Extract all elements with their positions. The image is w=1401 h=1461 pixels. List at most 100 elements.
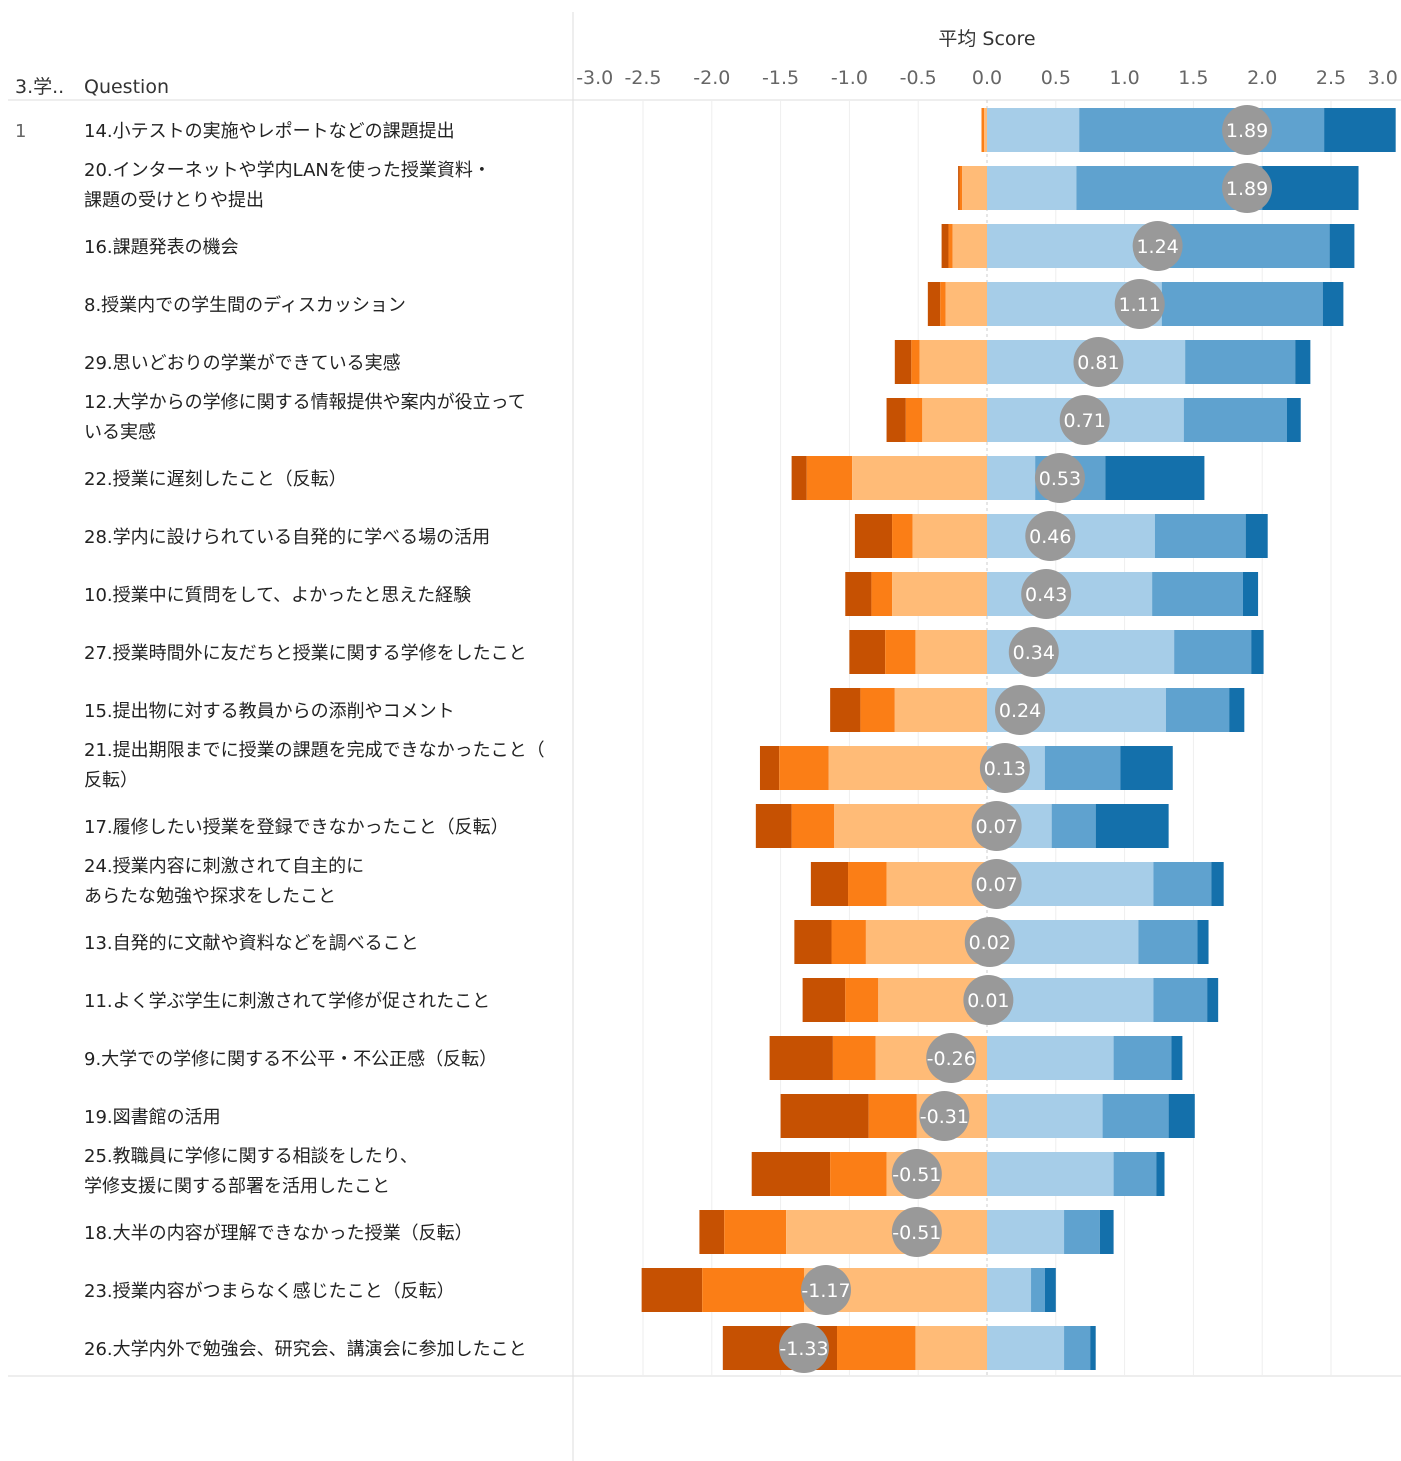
mean-score-label: 0.71 [1064, 410, 1106, 432]
bar-negative-segment [641, 1268, 703, 1312]
question-label: 課題の受けとりや提出 [84, 190, 264, 211]
mean-score-label: 0.13 [984, 758, 1026, 780]
bar-negative-segment [922, 398, 987, 442]
question-label: 12.大学からの学修に関する情報提供や案内が役立って [84, 392, 526, 413]
x-tick-label: -1.0 [831, 67, 868, 89]
bar-negative-segment [959, 166, 963, 210]
mean-score-bubble[interactable] [963, 975, 1014, 1025]
x-tick-label: -1.5 [762, 67, 799, 89]
bar-positive-segment [987, 1094, 1103, 1138]
header-group-label[interactable]: 3.学.. [15, 76, 64, 98]
mean-score-bubble[interactable] [964, 917, 1015, 967]
bar-negative-segment [832, 1036, 876, 1080]
bar-positive-segment [987, 1210, 1065, 1254]
bar-negative-segment [860, 688, 895, 732]
mean-score-bubble[interactable] [1132, 221, 1183, 271]
mean-score-bubble[interactable] [1114, 279, 1165, 329]
question-label: あらたな勉強や探求をしたこと [84, 886, 336, 907]
mean-score-bubble[interactable] [1008, 627, 1059, 677]
mean-score-bubble[interactable] [971, 859, 1022, 909]
bar-positive-segment [1324, 108, 1396, 152]
mean-score-label: 0.43 [1025, 584, 1067, 606]
bar-positive-segment [1171, 1036, 1183, 1080]
mean-score-label: 0.81 [1077, 352, 1119, 374]
bar-negative-segment [915, 630, 987, 674]
bar-negative-segment [892, 572, 987, 616]
x-axis-title: 平均 Score [938, 28, 1035, 50]
mean-score-bubble[interactable] [778, 1323, 829, 1373]
mean-score-bubble[interactable] [1222, 105, 1273, 155]
bar-negative-segment [945, 282, 987, 326]
bar-positive-segment [1044, 1268, 1056, 1312]
bar-positive-segment [1161, 282, 1323, 326]
mean-score-label: -1.17 [801, 1280, 850, 1302]
mean-score-bubble[interactable] [995, 685, 1046, 735]
x-tick-label: -2.5 [624, 67, 661, 89]
x-axis-ticks: -3.0 -2.5 -2.0 -1.5 -1.0 -0.5 0.0 0.5 1.0 1.5 2.0 2… [576, 67, 1398, 89]
bar-positive-segment [1113, 1036, 1172, 1080]
mean-score-bubble[interactable] [1021, 569, 1072, 619]
bar-positive-segment [1229, 688, 1245, 732]
question-label: 8.授業内での学生間のディスカッション [84, 295, 406, 316]
bar-positive-segment [1152, 572, 1243, 616]
bar-positive-segment [1102, 1094, 1169, 1138]
mean-score-bubble[interactable] [919, 1091, 970, 1141]
mean-score-label: 0.24 [999, 700, 1041, 722]
bar-negative-segment [868, 1094, 917, 1138]
question-label: 10.授業中に質問をして、よかったと思えた経験 [84, 585, 471, 606]
bar-positive-segment [1174, 630, 1252, 674]
bar-positive-segment [1156, 1152, 1165, 1196]
question-label: 13.自発的に文献や資料などを調べること [84, 933, 419, 954]
bar-negative-segment [894, 688, 987, 732]
bar-negative-segment [849, 630, 886, 674]
bar-positive-segment [1165, 688, 1230, 732]
mean-score-bubble[interactable] [891, 1149, 942, 1199]
x-tick-label: -0.5 [900, 67, 937, 89]
bar-positive-segment [987, 1152, 1114, 1196]
question-label: 11.よく学ぶ学生に刺激されて学修が促されたこと [84, 991, 490, 1012]
mean-score-bubble[interactable] [1034, 453, 1085, 503]
bar-negative-segment [751, 1152, 831, 1196]
mean-score-label: 1.24 [1136, 236, 1178, 258]
bar-negative-segment [940, 282, 946, 326]
bar-positive-segment [1095, 804, 1169, 848]
bar-positive-segment [987, 1036, 1114, 1080]
bar-positive-segment [987, 1268, 1032, 1312]
mean-score-bubble[interactable] [801, 1265, 852, 1315]
bar-negative-segment [962, 166, 987, 210]
mean-score-bubble[interactable] [926, 1033, 977, 1083]
bar-positive-segment [987, 108, 1080, 152]
mean-score-bubble[interactable] [971, 801, 1022, 851]
question-label: 14.小テストの実施やレポートなどの課題提出 [84, 121, 455, 142]
bar-negative-segment [941, 224, 949, 268]
mean-score-bubble[interactable] [1222, 163, 1273, 213]
bar-positive-segment [1064, 1326, 1091, 1370]
question-label: 反転） [84, 770, 138, 791]
bar-positive-segment [1031, 1268, 1045, 1312]
mean-score-bubble[interactable] [1025, 511, 1076, 561]
x-tick-label: -2.0 [693, 67, 730, 89]
bar-negative-segment [831, 920, 866, 964]
header-question-label[interactable]: Question [84, 76, 169, 98]
bar-negative-segment [871, 572, 893, 616]
question-label: 18.大半の内容が理解できなかった授業（反転） [84, 1223, 473, 1244]
bar-negative-segment [759, 746, 780, 790]
bar-positive-segment [987, 456, 1036, 500]
bar-positive-segment [1105, 456, 1205, 500]
mean-score-bubble[interactable] [1059, 395, 1110, 445]
bar-positive-segment [1153, 978, 1208, 1022]
bar-negative-segment [915, 1326, 987, 1370]
mean-score-bubble[interactable] [891, 1207, 942, 1257]
mean-score-bubble[interactable] [1073, 337, 1124, 387]
question-label: 22.授業に遅刻したこと（反転） [84, 469, 347, 490]
bar-positive-segment [987, 166, 1077, 210]
bar-negative-segment [911, 340, 920, 384]
bar-negative-segment [905, 398, 923, 442]
mean-score-bubble[interactable] [979, 743, 1030, 793]
group-label: 1 [15, 121, 26, 142]
bar-negative-segment [769, 1036, 833, 1080]
question-label: 27.授業時間外に友だちと授業に関する学修をしたこと [84, 643, 527, 664]
question-label: 25.教職員に学修に関する相談をしたり、 [84, 1146, 418, 1167]
bar-negative-segment [702, 1268, 804, 1312]
bar-negative-segment [837, 1326, 916, 1370]
